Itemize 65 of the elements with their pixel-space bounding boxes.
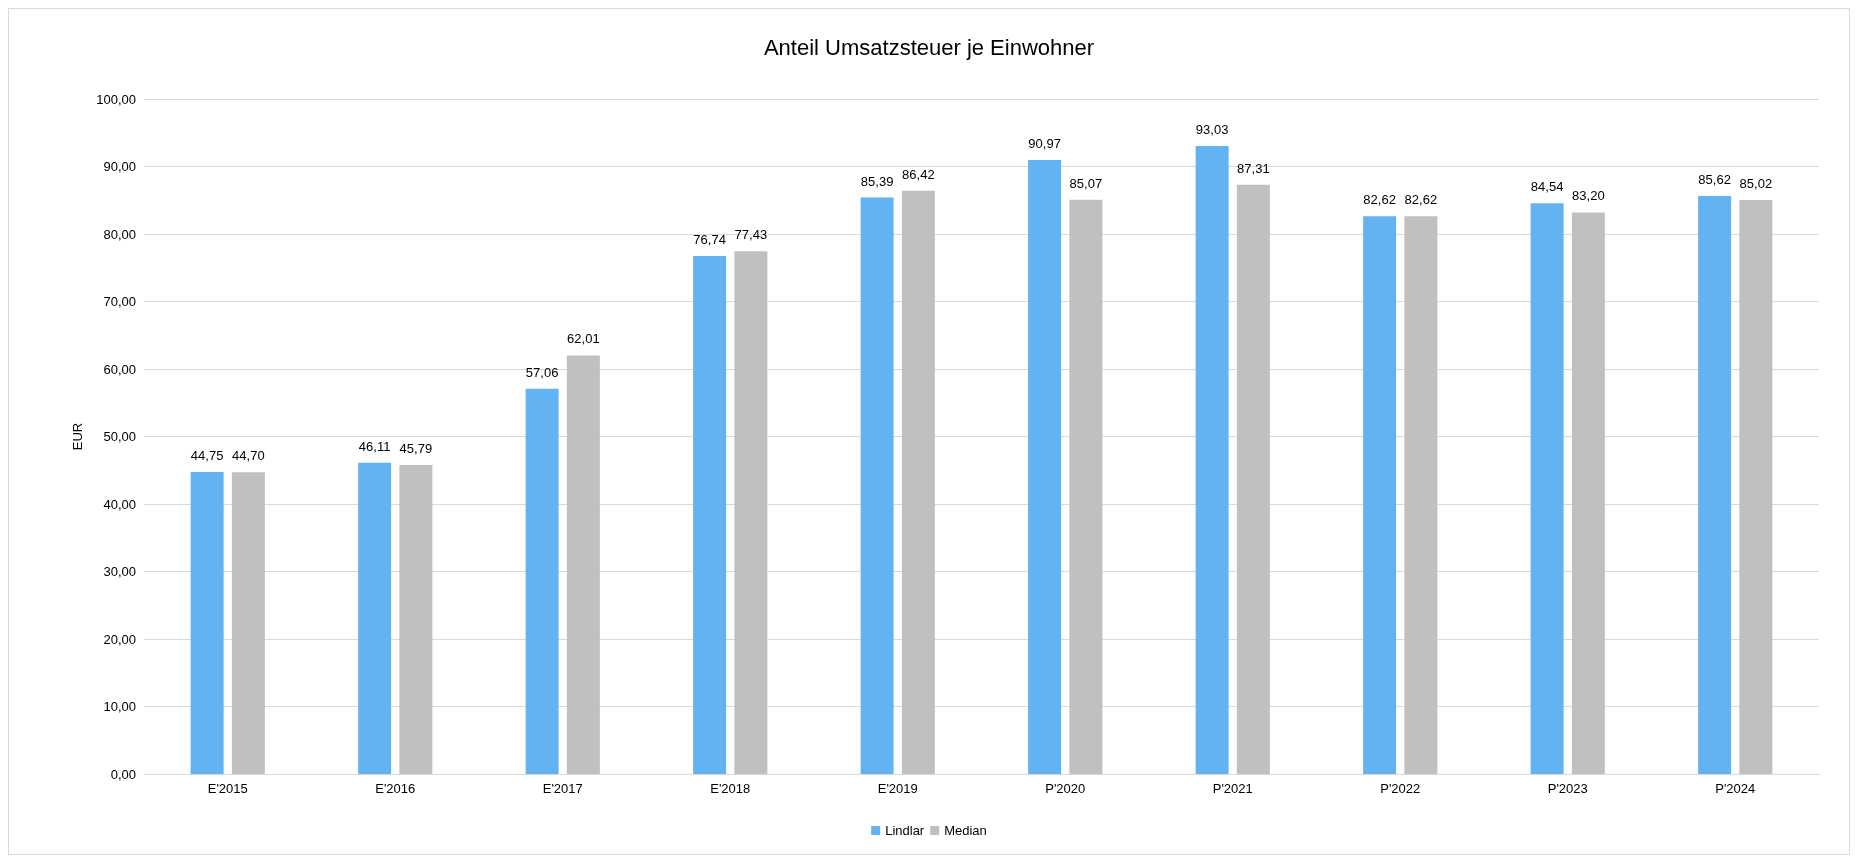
data-label: 57,06	[525, 364, 559, 380]
x-tick-label: E'2018	[710, 781, 751, 796]
chart-title: Anteil Umsatzsteuer je Einwohner	[763, 34, 1095, 60]
bar	[190, 471, 224, 774]
data-label: 62,01	[567, 331, 600, 347]
x-tick-label: E'2016	[375, 781, 416, 796]
data-label: 45,79	[399, 440, 433, 456]
bar	[734, 251, 768, 774]
x-tick-label: P'2023	[1547, 781, 1588, 796]
data-label: 93,03	[1195, 122, 1229, 138]
bar	[693, 256, 727, 774]
y-tick-label: 70,00	[103, 294, 136, 309]
x-tick-label: P'2024	[1715, 781, 1756, 796]
y-tick-label: 0,00	[110, 766, 136, 782]
bar	[860, 197, 894, 774]
x-tick-label: E'2017	[542, 781, 583, 796]
bar	[525, 388, 559, 774]
x-tick-label: P'2022	[1380, 781, 1421, 796]
legend-label: Median	[944, 823, 987, 838]
y-tick-label: 30,00	[103, 564, 136, 579]
data-label: 90,97	[1028, 135, 1061, 151]
data-label: 85,02	[1739, 176, 1773, 192]
y-tick-label: 60,00	[103, 361, 136, 377]
y-tick-label: 40,00	[103, 496, 136, 512]
bar	[566, 355, 600, 774]
bar	[1698, 196, 1732, 774]
y-tick-label: 20,00	[103, 631, 136, 647]
x-tick-label: E'2015	[207, 781, 248, 796]
bar	[1363, 216, 1397, 774]
y-tick-label: 80,00	[103, 226, 136, 242]
x-tick-label: P'2020	[1045, 781, 1086, 796]
data-label: 86,42	[902, 166, 935, 182]
data-label: 84,54	[1530, 179, 1564, 195]
bar	[1236, 184, 1270, 774]
data-label: 82,62	[1404, 192, 1438, 208]
data-label: 82,62	[1363, 192, 1396, 208]
bar	[1028, 159, 1062, 774]
data-label: 77,43	[734, 227, 768, 243]
bar	[231, 472, 265, 774]
y-axis-title: EUR	[70, 422, 85, 451]
data-label: 46,11	[358, 438, 391, 454]
y-tick-label: 10,00	[103, 699, 136, 714]
x-tick-label: P'2021	[1212, 781, 1253, 796]
bar	[358, 462, 392, 774]
bar	[399, 464, 433, 774]
x-tick-label: E'2019	[877, 781, 918, 796]
bar	[1404, 216, 1438, 774]
data-label: 85,62	[1698, 172, 1731, 188]
data-label: 44,70	[232, 448, 265, 464]
y-tick-label: 100,00	[96, 91, 136, 107]
legend-label: Lindlar	[885, 823, 925, 838]
data-label: 85,39	[860, 173, 894, 189]
bar	[1530, 203, 1564, 774]
data-label: 76,74	[693, 232, 726, 248]
bar	[901, 190, 935, 774]
y-tick-label: 50,00	[103, 429, 136, 444]
bar	[1571, 212, 1605, 774]
y-tick-label: 90,00	[103, 159, 136, 174]
data-label: 83,20	[1572, 188, 1605, 204]
bar	[1069, 199, 1103, 774]
data-label: 85,07	[1069, 175, 1103, 191]
bar	[1195, 146, 1229, 774]
bar	[1739, 200, 1773, 774]
data-label: 87,31	[1237, 160, 1270, 176]
data-label: 44,75	[190, 447, 224, 463]
